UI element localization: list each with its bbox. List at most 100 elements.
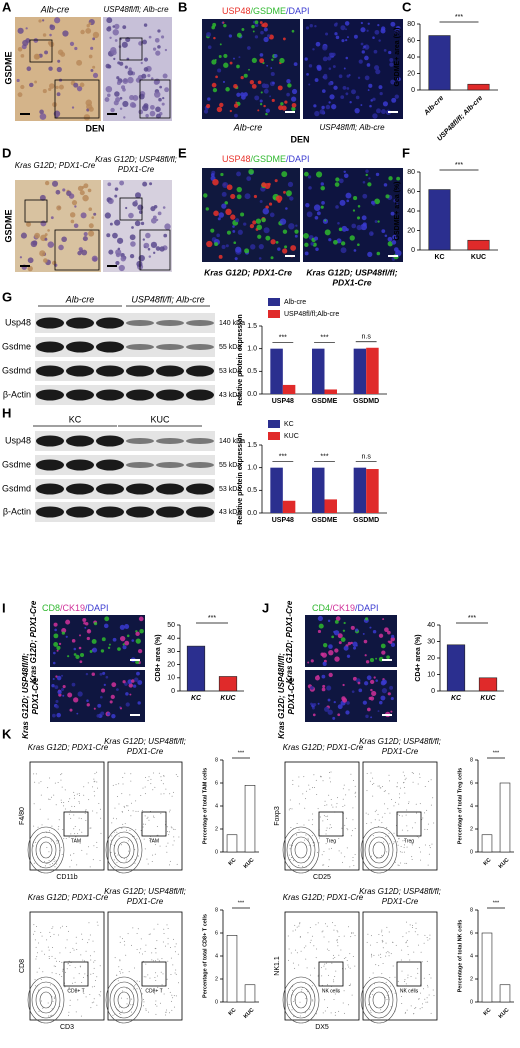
cell (111, 49, 117, 56)
cell (91, 255, 98, 262)
event-dot (333, 981, 335, 983)
cell (372, 97, 376, 101)
event-dot (388, 843, 390, 845)
event-dot (61, 802, 63, 804)
event-dot (177, 953, 179, 955)
event-dot (68, 1011, 70, 1013)
cell (361, 50, 365, 54)
event-dot (88, 939, 90, 941)
event-dot (305, 1012, 307, 1014)
gate-label: NK cells (400, 988, 419, 994)
cell (141, 73, 147, 79)
cell (316, 64, 322, 70)
cell (122, 25, 127, 30)
cell (86, 699, 89, 702)
event-dot (70, 833, 72, 835)
event-dot (430, 804, 432, 806)
cell (20, 84, 25, 90)
cell (356, 216, 361, 220)
cell (119, 707, 123, 710)
event-dot (171, 994, 173, 996)
event-dot (298, 776, 300, 778)
event-dot (288, 948, 290, 950)
cell (119, 96, 123, 100)
cell (250, 244, 256, 250)
event-dot (381, 935, 383, 937)
event-dot (311, 935, 313, 937)
event-dot (344, 968, 346, 970)
cell (387, 692, 391, 696)
event-dot (408, 931, 410, 933)
event-dot (49, 984, 51, 986)
event-dot (336, 930, 338, 932)
event-dot (44, 865, 46, 867)
event-dot (140, 830, 142, 832)
cell (22, 39, 29, 47)
cell (259, 58, 265, 64)
event-dot (338, 837, 340, 839)
cell (325, 104, 331, 110)
cell (313, 204, 321, 211)
legend-label: KC (284, 421, 294, 428)
event-dot (117, 854, 119, 856)
contour (294, 991, 308, 1009)
gate-label: Treg (326, 838, 336, 844)
cell (222, 21, 225, 24)
cell (357, 243, 360, 247)
cell (332, 716, 336, 720)
cell (57, 59, 61, 63)
event-dot (145, 776, 147, 778)
event-dot (144, 786, 146, 788)
event-dot (327, 984, 329, 986)
event-dot (35, 958, 37, 960)
event-dot (350, 936, 352, 938)
event-dot (307, 932, 309, 934)
event-dot (84, 973, 86, 975)
cell (388, 640, 393, 644)
y-tick-label: 0 (215, 999, 218, 1005)
event-dot (37, 826, 39, 828)
cell (376, 251, 381, 256)
label: 140 kDa (219, 438, 245, 445)
cell (381, 679, 387, 685)
y-axis-label: Percentage of total CD8+ T cells (202, 914, 208, 998)
cell (91, 639, 97, 644)
event-dot (401, 949, 403, 951)
event-dot (299, 923, 301, 925)
event-dot (48, 957, 50, 959)
cell (56, 675, 62, 681)
y-tick-label: 0.0 (247, 510, 257, 517)
cell (124, 623, 130, 629)
cell (365, 714, 369, 719)
cell (342, 629, 346, 632)
event-dot (352, 932, 354, 934)
event-dot (426, 960, 428, 962)
cell (222, 182, 229, 188)
event-dot (52, 926, 54, 928)
event-dot (170, 946, 172, 948)
cell (123, 116, 126, 119)
cell (360, 42, 364, 46)
y-tick-label: 6 (470, 930, 473, 936)
gate-label: NK cells (322, 988, 341, 994)
gate (318, 811, 344, 837)
event-dot (289, 799, 291, 801)
event-dot (305, 790, 307, 792)
cell (115, 260, 120, 266)
event-dot (295, 949, 297, 951)
cell (390, 634, 395, 639)
event-dot (51, 796, 53, 798)
event-dot (424, 786, 426, 788)
cell (388, 50, 392, 55)
cell (283, 190, 286, 194)
event-dot (119, 1013, 121, 1015)
cell (84, 621, 89, 626)
stain-name: /DAPI (286, 154, 310, 164)
event-dot (381, 931, 383, 933)
event-dot (386, 827, 388, 829)
event-dot (121, 1010, 123, 1012)
event-dot (135, 984, 137, 986)
blot-band (186, 320, 214, 326)
event-dot (428, 780, 430, 782)
event-dot (428, 994, 430, 996)
